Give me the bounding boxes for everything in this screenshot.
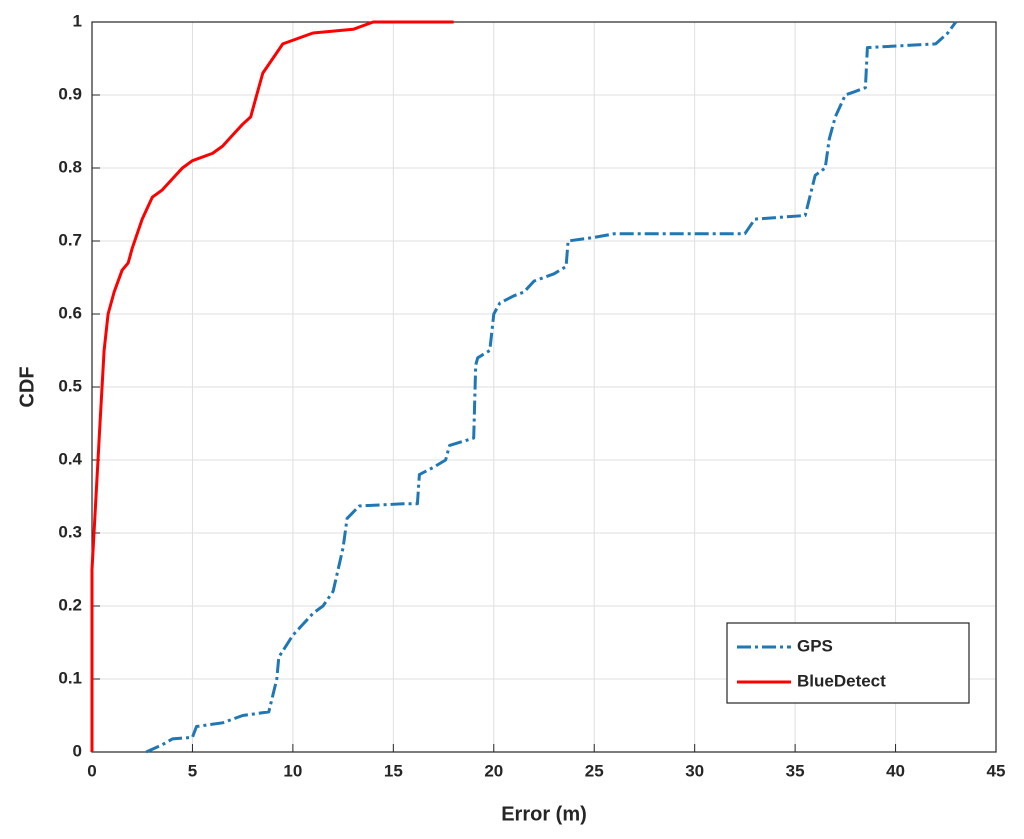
y-axis-label: CDF <box>16 366 38 407</box>
x-axis-label: Error (m) <box>501 803 587 825</box>
x-tick-label: 40 <box>886 761 905 780</box>
y-tick-label: 0.9 <box>58 84 82 103</box>
x-tick-label: 25 <box>585 761 604 780</box>
y-tick-label: 0.6 <box>58 303 82 322</box>
legend-label: GPS <box>797 636 833 655</box>
y-tick-label: 0.3 <box>58 522 82 541</box>
y-tick-label: 0.8 <box>58 157 82 176</box>
x-tick-label: 5 <box>188 761 197 780</box>
y-tick-label: 0.5 <box>58 376 82 395</box>
x-tick-label: 20 <box>484 761 503 780</box>
data-line <box>145 21 958 754</box>
axes-box <box>91 21 997 753</box>
y-tick-label: 0.4 <box>58 449 82 468</box>
x-tick-label: 0 <box>87 761 96 780</box>
x-tick-label: 35 <box>786 761 805 780</box>
data-line <box>90 20 454 752</box>
y-tick-label: 1 <box>73 11 82 30</box>
y-tick-label: 0 <box>73 741 82 760</box>
legend-label: BlueDetect <box>797 671 886 690</box>
x-tick-label: 10 <box>283 761 302 780</box>
y-tick-label: 0.2 <box>58 595 82 614</box>
legend-box <box>726 622 970 704</box>
y-tick-label: 0.7 <box>58 230 82 249</box>
x-tick-label: 30 <box>685 761 704 780</box>
y-tick-label: 0.1 <box>58 668 82 687</box>
x-tick-label: 45 <box>987 761 1006 780</box>
x-tick-label: 15 <box>384 761 403 780</box>
